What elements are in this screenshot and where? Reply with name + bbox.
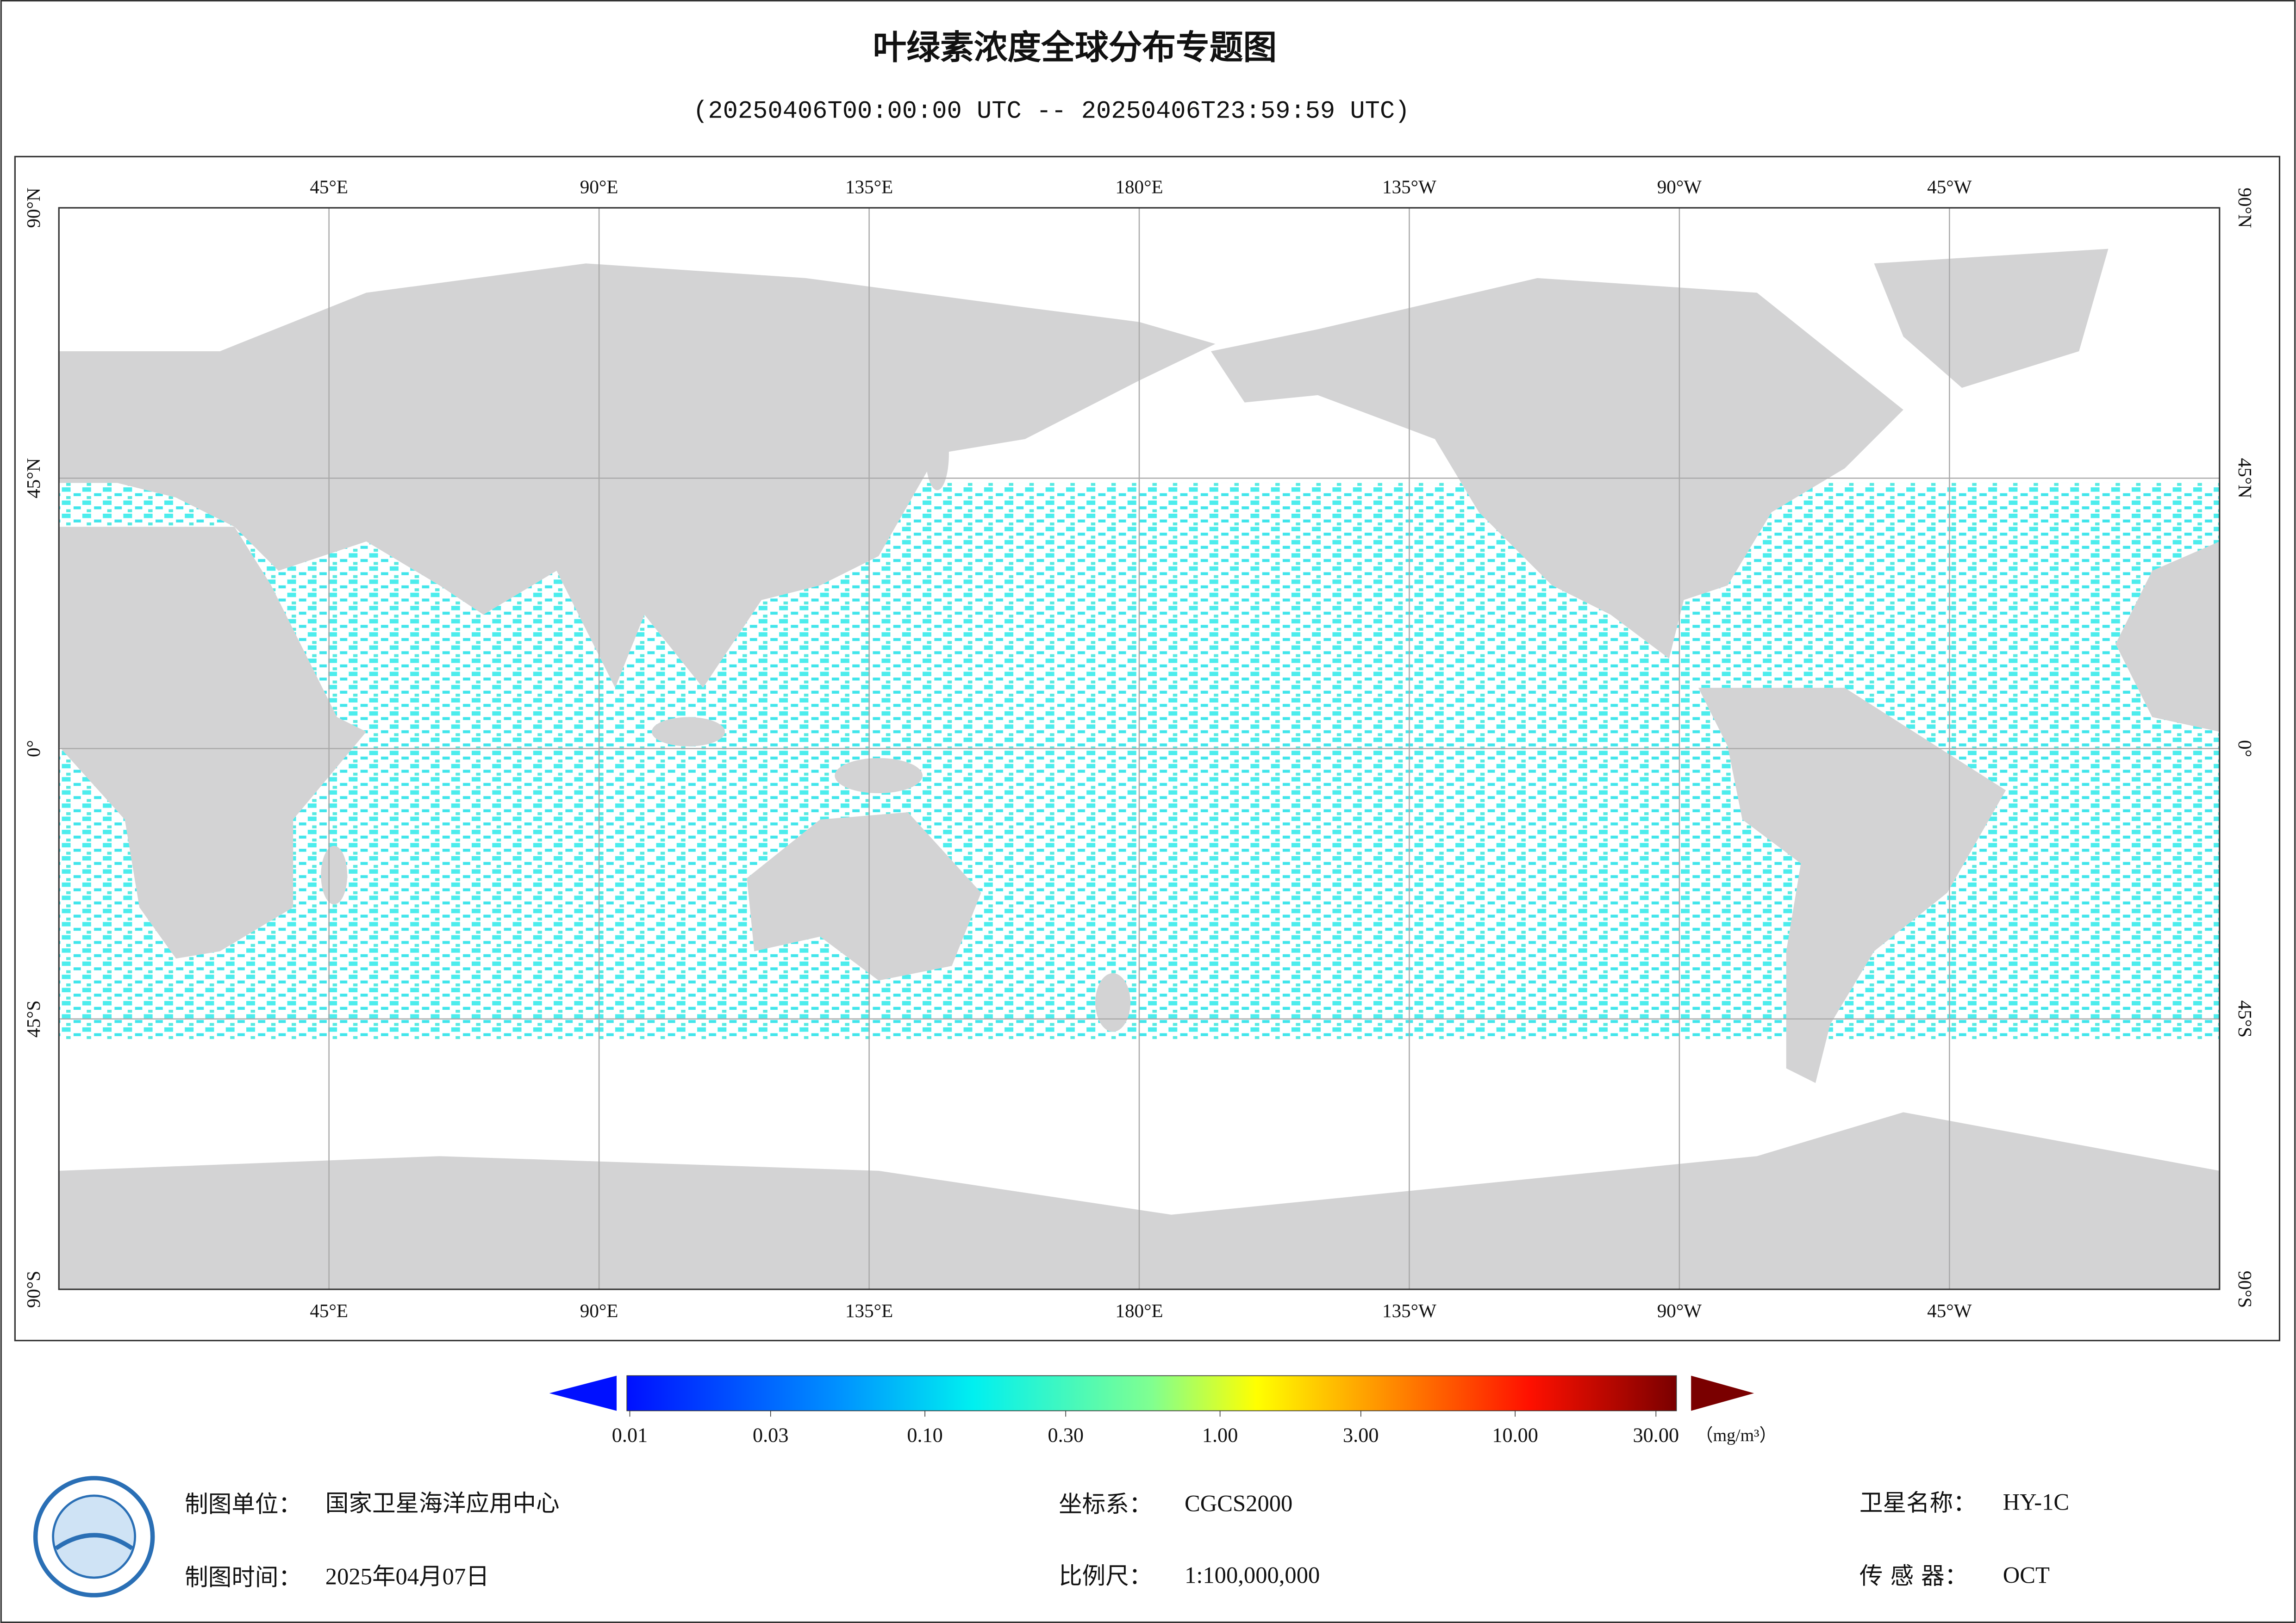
colorbar-tick-label: 0.30 xyxy=(1048,1424,1084,1447)
colorbar-tick-label: 30.00 xyxy=(1633,1424,1679,1447)
lat-label-left: 45°S xyxy=(23,1001,44,1038)
footer-value: CGCS2000 xyxy=(1185,1491,1292,1517)
lat-label-right: 45°S xyxy=(2234,1001,2256,1038)
subtitle: (20250406T00:00:00 UTC -- 20250406T23:59… xyxy=(693,98,1410,126)
colorbar-bar xyxy=(626,1375,1677,1412)
lon-label-bottom: 45°W xyxy=(1927,1300,1972,1321)
lon-label-top: 135°W xyxy=(1382,176,1436,197)
lon-label-top: 90°W xyxy=(1657,176,1702,197)
map-border xyxy=(58,207,2221,1290)
lat-label-left: 45°N xyxy=(23,458,44,498)
lon-label-top: 180°E xyxy=(1115,176,1163,197)
lon-label-bottom: 135°W xyxy=(1382,1300,1436,1321)
footer-label: 制图时间： xyxy=(185,1564,302,1591)
colorbar-tick-label: 0.03 xyxy=(753,1424,788,1447)
colorbar xyxy=(549,1375,1754,1412)
lat-label-left: 90°S xyxy=(23,1271,44,1308)
lat-label-right: 45°N xyxy=(2234,458,2256,498)
lon-label-top: 45°W xyxy=(1927,176,1972,197)
colorbar-unit: （mg/m³） xyxy=(1696,1426,1777,1445)
lon-label-bottom: 90°E xyxy=(580,1300,618,1321)
footer-label: 卫星名称： xyxy=(1859,1489,1977,1516)
lat-label-left: 0° xyxy=(23,740,44,757)
lon-label-bottom: 180°E xyxy=(1115,1300,1163,1321)
logo xyxy=(33,1476,155,1598)
lat-label-left: 90°N xyxy=(23,187,44,228)
colorbar-tick-label: 10.00 xyxy=(1492,1424,1538,1447)
footer-value: HY-1C xyxy=(2003,1489,2069,1515)
lon-label-bottom: 45°E xyxy=(310,1300,348,1321)
lon-label-top: 90°E xyxy=(580,176,618,197)
lon-label-bottom: 135°E xyxy=(845,1300,893,1321)
map xyxy=(59,207,2220,1290)
colorbar-tick-label: 1.00 xyxy=(1202,1424,1238,1447)
lat-label-right: 90°N xyxy=(2234,187,2256,228)
colorbar-tick-label: 0.10 xyxy=(907,1424,942,1447)
lat-label-right: 90°S xyxy=(2234,1271,2256,1308)
lon-label-top: 135°E xyxy=(845,176,893,197)
map-frame xyxy=(14,155,2281,1342)
footer-label: 传 感 器： xyxy=(1859,1562,1968,1589)
footer-value: 1:100,000,000 xyxy=(1185,1562,1320,1588)
lat-label-right: 0° xyxy=(2234,740,2256,757)
colorbar-high-arrow xyxy=(1691,1375,1754,1411)
footer-value: 2025年04月07日 xyxy=(325,1564,489,1590)
footer-label: 坐标系： xyxy=(1059,1491,1152,1518)
footer-value: OCT xyxy=(2003,1562,2050,1588)
footer-label: 比例尺： xyxy=(1059,1562,1152,1589)
lon-label-top: 45°E xyxy=(310,176,348,197)
colorbar-low-arrow xyxy=(549,1375,617,1411)
lon-label-bottom: 90°W xyxy=(1657,1300,1702,1321)
footer-label: 制图单位： xyxy=(185,1491,302,1518)
colorbar-tick-label: 3.00 xyxy=(1343,1424,1379,1447)
footer-value: 国家卫星海洋应用中心 xyxy=(325,1491,560,1517)
colorbar-tick-label: 0.01 xyxy=(612,1424,648,1447)
title: 叶绿素浓度全球分布专题图 xyxy=(873,28,1277,68)
